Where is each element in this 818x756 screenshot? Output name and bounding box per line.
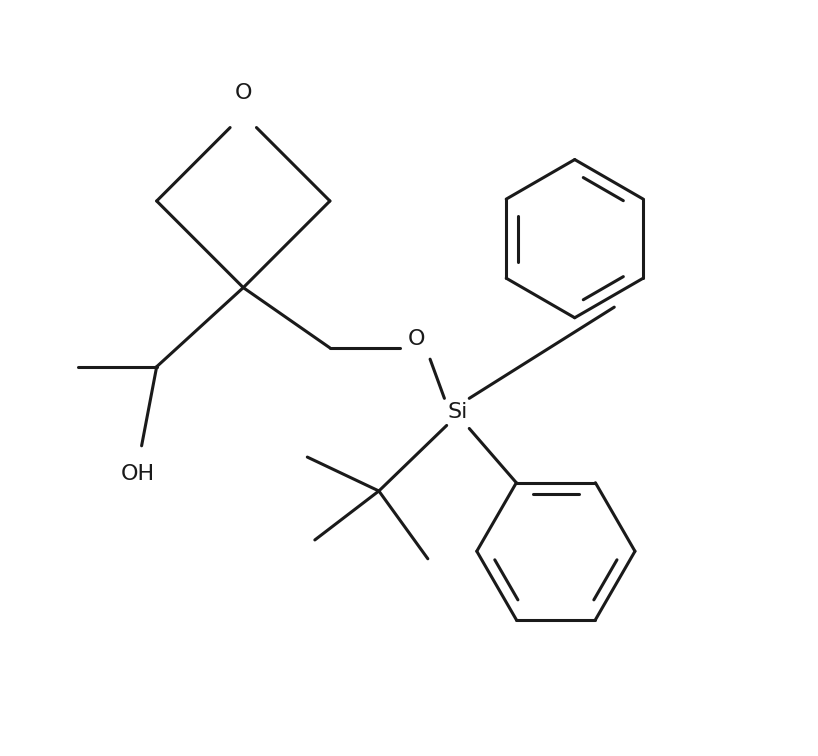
Text: Si: Si	[447, 402, 468, 422]
Text: O: O	[235, 83, 252, 104]
Text: O: O	[408, 329, 425, 349]
Text: OH: OH	[121, 464, 155, 485]
